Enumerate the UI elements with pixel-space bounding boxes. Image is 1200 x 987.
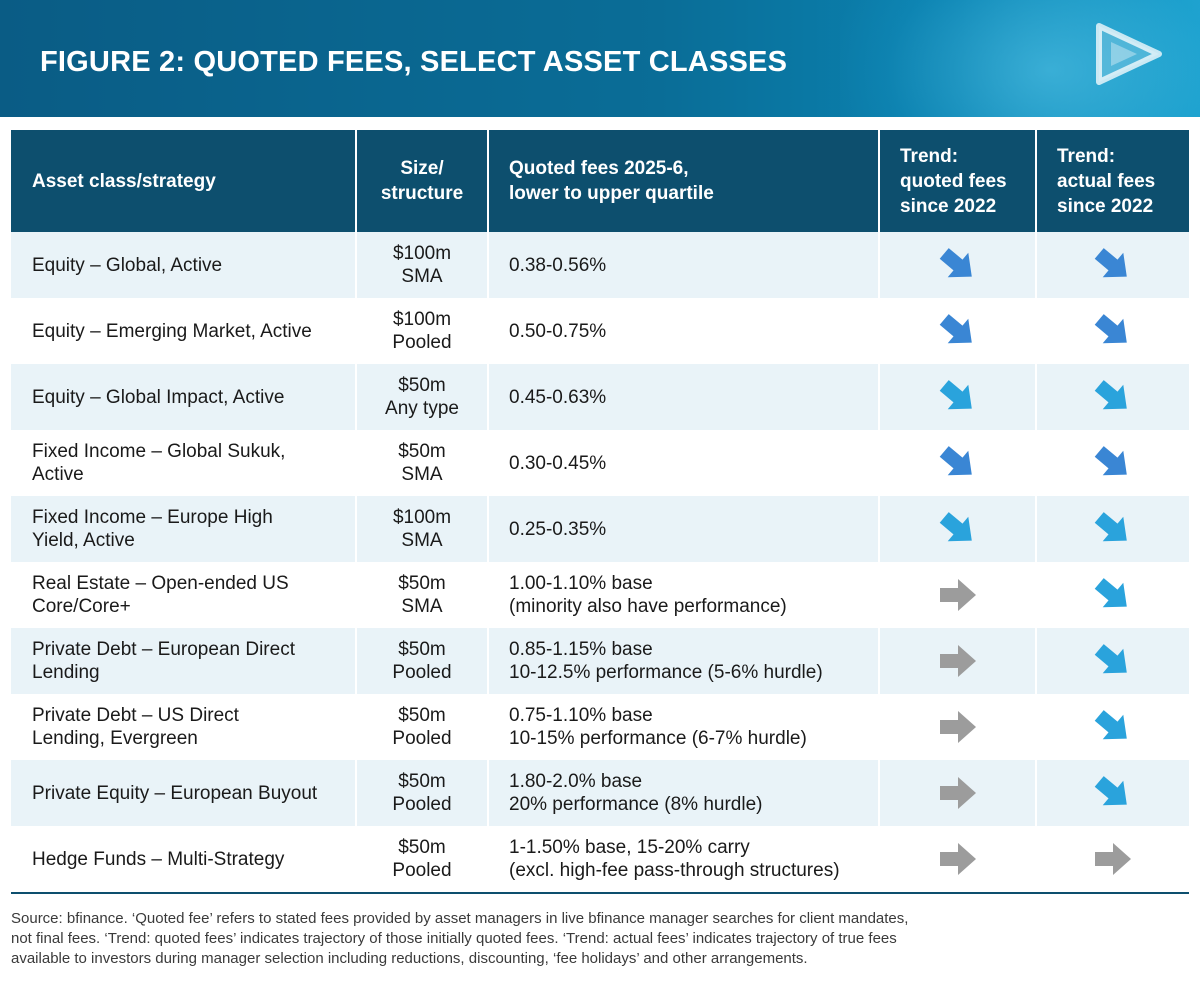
- table-row: Fixed Income – Europe High Yield, Active $…: [11, 496, 1189, 562]
- arrow-down-right-icon: [938, 446, 978, 476]
- cell-trend-actual: [1035, 364, 1189, 430]
- figure-title: FIGURE 2: QUOTED FEES, SELECT ASSET CLAS…: [40, 46, 788, 78]
- cell-size-structure: $50m Pooled: [355, 760, 488, 826]
- arrow-down-right-icon: [1093, 512, 1133, 542]
- table-row: Equity – Global, Active $100m SMA 0.38-0.56…: [11, 232, 1189, 298]
- arrow-down-right-icon: [938, 380, 978, 410]
- cell-quoted-fees: 1.80-2.0% base 20% performance (8% hurdle…: [487, 760, 879, 826]
- cell-size-structure: $50m Any type: [355, 364, 488, 430]
- cell-trend-quoted: [878, 826, 1036, 894]
- cell-size-structure: $100m SMA: [355, 496, 488, 562]
- table-row: Real Estate – Open-ended US Core/Core+ $50…: [11, 562, 1189, 628]
- cell-trend-actual: [1035, 628, 1189, 694]
- arrow-down-right-icon: [938, 314, 978, 344]
- table-row: Private Debt – European Direct Lending $50…: [11, 628, 1189, 694]
- cell-trend-quoted: [878, 694, 1036, 760]
- arrow-down-right-icon: [1093, 248, 1133, 278]
- arrow-right-icon: [1093, 843, 1133, 875]
- table-row: Hedge Funds – Multi-Strategy $50m Pooled 1-…: [11, 826, 1189, 894]
- cell-trend-quoted: [878, 562, 1036, 628]
- cell-size-structure: $50m Pooled: [355, 694, 488, 760]
- header-trend-actual: Trend: actual fees since 2022: [1035, 130, 1189, 232]
- arrow-down-right-icon: [1093, 710, 1133, 740]
- cell-quoted-fees: 0.75-1.10% base 10-15% performance (6-7% …: [487, 694, 879, 760]
- cell-trend-actual: [1035, 760, 1189, 826]
- header-size-structure: Size/structure: [355, 130, 488, 232]
- figure-banner: FIGURE 2: QUOTED FEES, SELECT ASSET CLAS…: [0, 0, 1200, 117]
- cell-trend-quoted: [878, 232, 1036, 298]
- fees-table: Asset class/strategy Size/structure Quot…: [11, 130, 1189, 894]
- cell-asset-class: Real Estate – Open-ended US Core/Core+: [32, 573, 289, 617]
- cell-asset-class: Private Debt – European Direct Lending: [11, 628, 356, 694]
- arrow-right-icon: [938, 579, 978, 611]
- cell-asset-class: Private Equity – European Buyout: [11, 760, 356, 826]
- arrow-right-icon: [938, 777, 978, 809]
- table-row: Equity – Emerging Market, Active $100m Poo…: [11, 298, 1189, 364]
- source-note: Source: bfinance. ‘Quoted fee’ refers to…: [11, 909, 1071, 969]
- arrow-down-right-icon: [1093, 380, 1133, 410]
- cell-trend-quoted: [878, 364, 1036, 430]
- arrow-down-right-icon: [1093, 446, 1133, 476]
- cell-size-structure: $50m SMA: [355, 430, 488, 496]
- cell-quoted-fees: 0.50-0.75%: [487, 298, 879, 364]
- cell-quoted-fees: 0.38-0.56%: [487, 232, 879, 298]
- source-line: not final fees. ‘Trend: quoted fees’ ind…: [11, 930, 897, 947]
- arrow-right-icon: [938, 645, 978, 677]
- cell-trend-quoted: [878, 760, 1036, 826]
- arrow-down-right-icon: [1093, 578, 1133, 608]
- cell-trend-quoted: [878, 496, 1036, 562]
- arrow-down-right-icon: [938, 512, 978, 542]
- table-row: Fixed Income – Global Sukuk, Active $50m SM…: [11, 430, 1189, 496]
- header-trend-quoted: Trend: quoted fees since 2022: [878, 130, 1036, 232]
- arrow-down-right-icon: [1093, 776, 1133, 806]
- cell-size-structure: $50m SMA: [355, 562, 488, 628]
- cell-asset-class: Private Debt – US Direct Lending, Evergre…: [32, 705, 239, 749]
- cell-trend-actual: [1035, 562, 1189, 628]
- cell-asset-class: Hedge Funds – Multi-Strategy: [11, 826, 356, 894]
- cell-size-structure: $100m Pooled: [355, 298, 488, 364]
- cell-asset-class: Equity – Emerging Market, Active: [32, 320, 312, 342]
- cell-quoted-fees: 0.25-0.35%: [487, 496, 879, 562]
- cell-quoted-fees: 0.45-0.63%: [487, 364, 879, 430]
- banner-glow: [840, 0, 1200, 117]
- table-row: Equity – Global Impact, Active $50m Any ty…: [11, 364, 1189, 430]
- fees-table-container: Asset class/strategy Size/structure Quot…: [11, 130, 1189, 894]
- arrow-right-icon: [938, 711, 978, 743]
- cell-trend-actual: [1035, 826, 1189, 894]
- header-asset-class: Asset class/strategy: [11, 130, 356, 232]
- header-quoted-fees: Quoted fees 2025-6, lower to upper quarti…: [487, 130, 879, 232]
- cell-quoted-fees: 1-1.50% base, 15-20% carry (excl. high-fe…: [487, 826, 879, 894]
- cell-size-structure: $50m Pooled: [355, 826, 488, 894]
- table-row: Private Equity – European Buyout $50m Pool…: [11, 760, 1189, 826]
- source-line: available to investors during manager se…: [11, 950, 808, 967]
- cell-trend-actual: [1035, 298, 1189, 364]
- source-line: Source: bfinance. ‘Quoted fee’ refers to…: [11, 910, 909, 927]
- cell-trend-actual: [1035, 694, 1189, 760]
- cell-quoted-fees: 0.85-1.15% base 10-12.5% performance (5-6…: [487, 628, 879, 694]
- arrow-down-right-icon: [1093, 314, 1133, 344]
- cell-asset-class: Equity – Global Impact, Active: [11, 364, 356, 430]
- cell-trend-quoted: [878, 628, 1036, 694]
- cell-asset-class: Equity – Global, Active: [11, 232, 356, 298]
- cell-asset-class: Fixed Income – Europe High Yield, Active: [11, 496, 356, 562]
- arrow-down-right-icon: [938, 248, 978, 278]
- table-row: Private Debt – US Direct Lending, Evergre…: [11, 694, 1189, 760]
- cell-trend-actual: [1035, 430, 1189, 496]
- cell-size-structure: $100m SMA: [355, 232, 488, 298]
- cell-trend-quoted: [878, 430, 1036, 496]
- cell-quoted-fees: 0.30-0.45%: [487, 430, 879, 496]
- play-logo-icon: [1096, 23, 1162, 85]
- cell-trend-quoted: [878, 298, 1036, 364]
- cell-trend-actual: [1035, 232, 1189, 298]
- arrow-down-right-icon: [1093, 644, 1133, 674]
- table-header-row: Asset class/strategy Size/structure Quot…: [11, 130, 1189, 232]
- cell-trend-actual: [1035, 496, 1189, 562]
- cell-quoted-fees: 1.00-1.10% base (minority also have perfo…: [487, 562, 879, 628]
- cell-asset-class: Fixed Income – Global Sukuk, Active: [32, 441, 286, 485]
- cell-size-structure: $50m Pooled: [355, 628, 488, 694]
- arrow-right-icon: [938, 843, 978, 875]
